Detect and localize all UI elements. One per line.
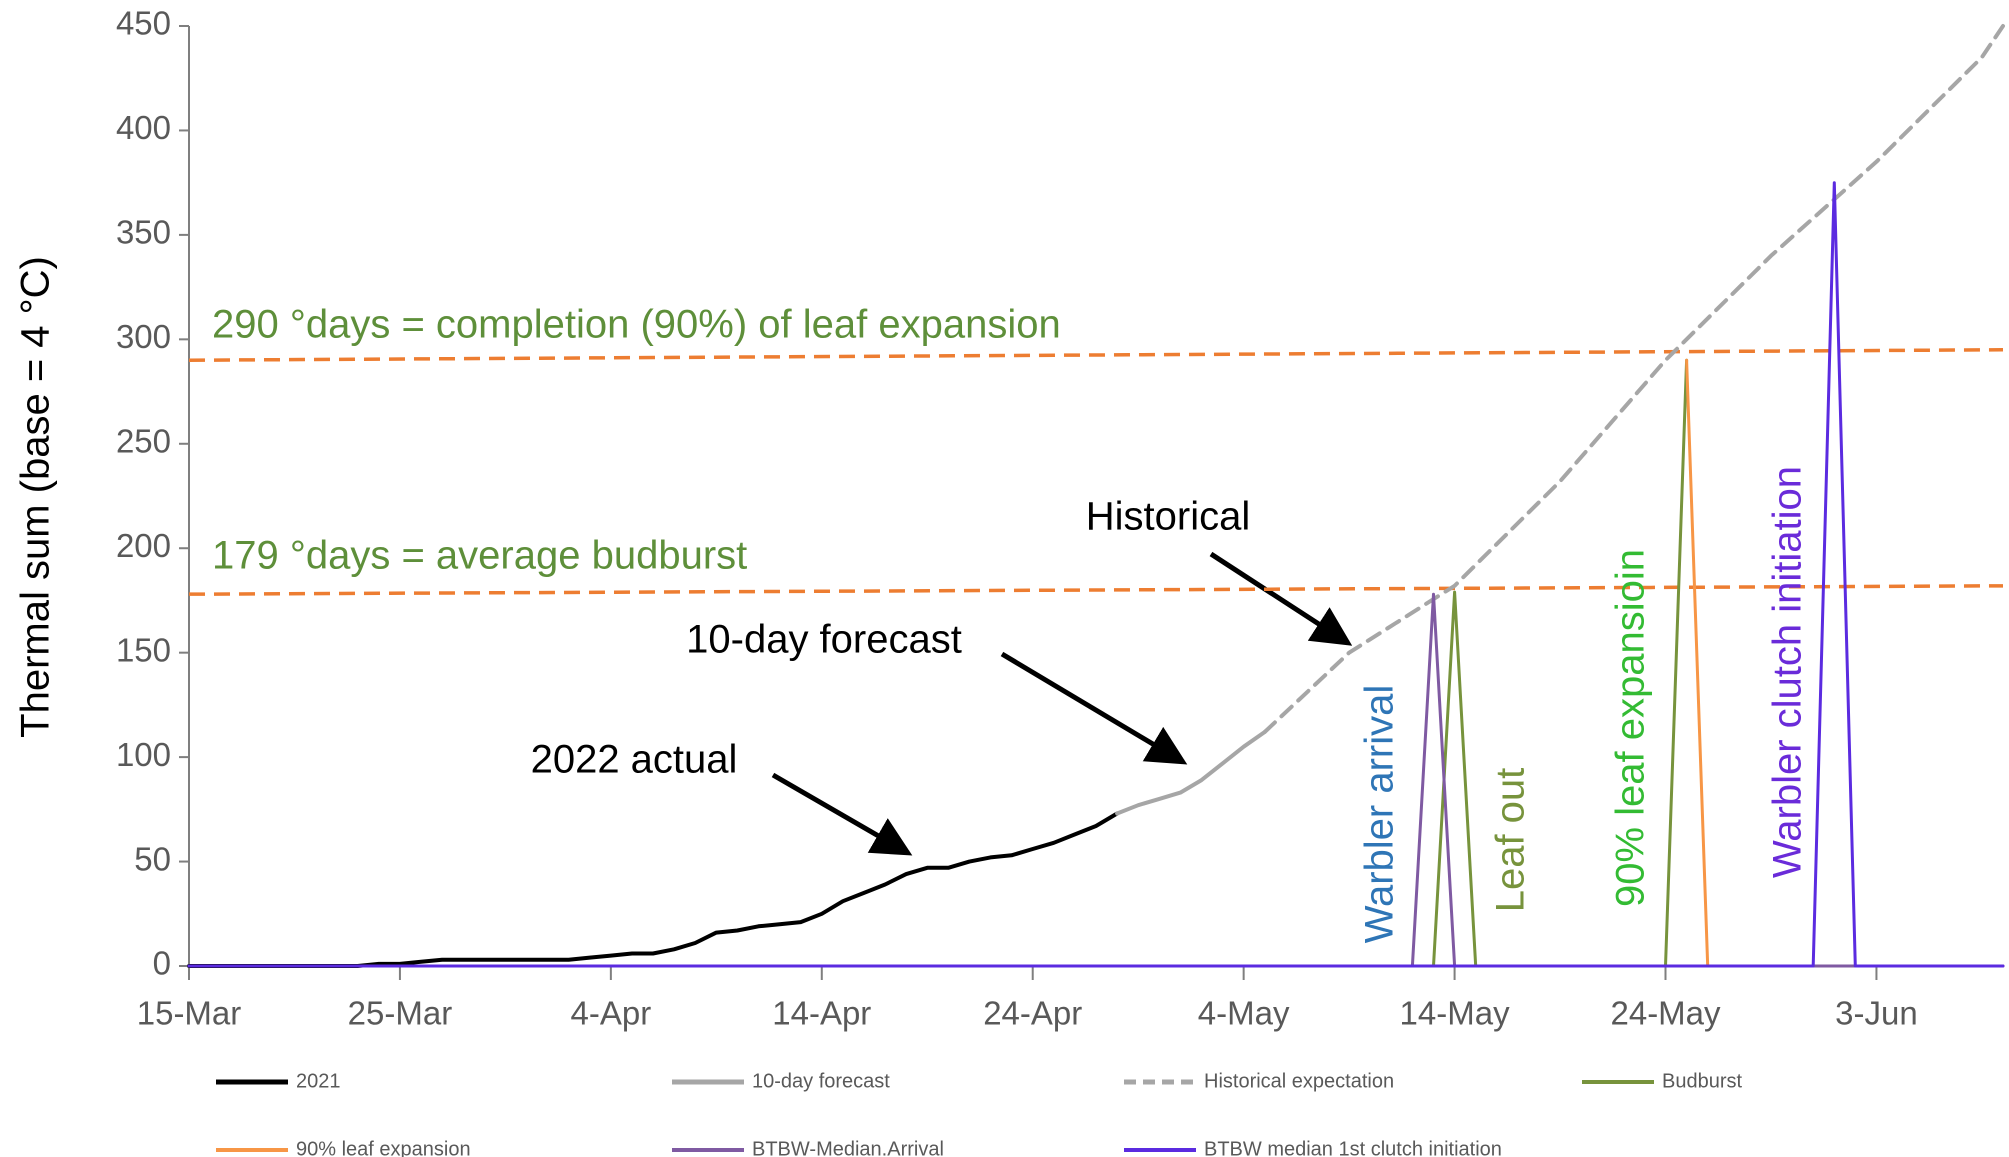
reference-line: [188, 348, 2004, 362]
y-tick-label: 350: [116, 214, 171, 251]
annotation: Warbler clutch initiation: [1766, 466, 1810, 878]
series-line: [187, 811, 1120, 968]
legend-label: 90% leaf expansion: [296, 1138, 471, 1157]
annotation: Historical: [1086, 495, 1250, 539]
legend-label: Budburst: [1662, 1070, 1742, 1092]
x-tick-label: 14-Apr: [772, 995, 871, 1032]
arrow: [1209, 551, 1353, 646]
y-axis-label: Thermal sum (base = 4 °C): [14, 256, 58, 738]
series-line: [187, 592, 2005, 968]
series-line: [1115, 730, 1267, 816]
y-tick-label: 300: [116, 318, 171, 355]
annotation: 2022 actual: [531, 738, 738, 782]
x-tick-label: 4-Apr: [571, 995, 652, 1032]
annotation: Leaf out: [1489, 768, 1533, 913]
annotation: Warbler arrival: [1358, 685, 1402, 944]
legend-label: BTBW median 1st clutch initiation: [1204, 1138, 1502, 1157]
legend-label: Historical expectation: [1204, 1070, 1394, 1092]
reference-label: 290 °days = completion (90%) of leaf exp…: [212, 303, 1061, 347]
y-tick-label: 0: [153, 945, 171, 982]
x-tick-label: 4-May: [1198, 995, 1290, 1032]
x-tick-label: 24-Apr: [983, 995, 1082, 1032]
arrow: [771, 772, 913, 856]
series-line: [1685, 358, 1710, 968]
legend-label: BTBW-Median.Arrival: [752, 1138, 944, 1157]
x-tick-label: 3-Jun: [1835, 995, 1918, 1032]
arrow: [1000, 651, 1188, 765]
series-line: [187, 358, 1689, 968]
legend-label: 10-day forecast: [752, 1070, 890, 1092]
y-tick-label: 450: [116, 5, 171, 42]
x-tick-label: 25-Mar: [348, 995, 453, 1032]
y-tick-label: 150: [116, 631, 171, 668]
y-tick-label: 400: [116, 109, 171, 146]
annotation: 90% leaf expansioin: [1609, 549, 1653, 907]
y-tick-label: 200: [116, 527, 171, 564]
series-line: [187, 181, 2005, 968]
legend-label: 2021: [296, 1070, 341, 1092]
y-tick-label: 250: [116, 422, 171, 459]
x-tick-label: 15-Mar: [137, 995, 242, 1032]
y-tick-label: 100: [116, 736, 171, 773]
x-tick-label: 24-May: [1610, 995, 1721, 1032]
x-tick-label: 14-May: [1400, 995, 1511, 1032]
annotation: 10-day forecast: [686, 618, 962, 662]
y-tick-label: 50: [134, 840, 171, 877]
reference-line: [188, 584, 2004, 596]
reference-label: 179 °days = average budburst: [212, 534, 747, 578]
